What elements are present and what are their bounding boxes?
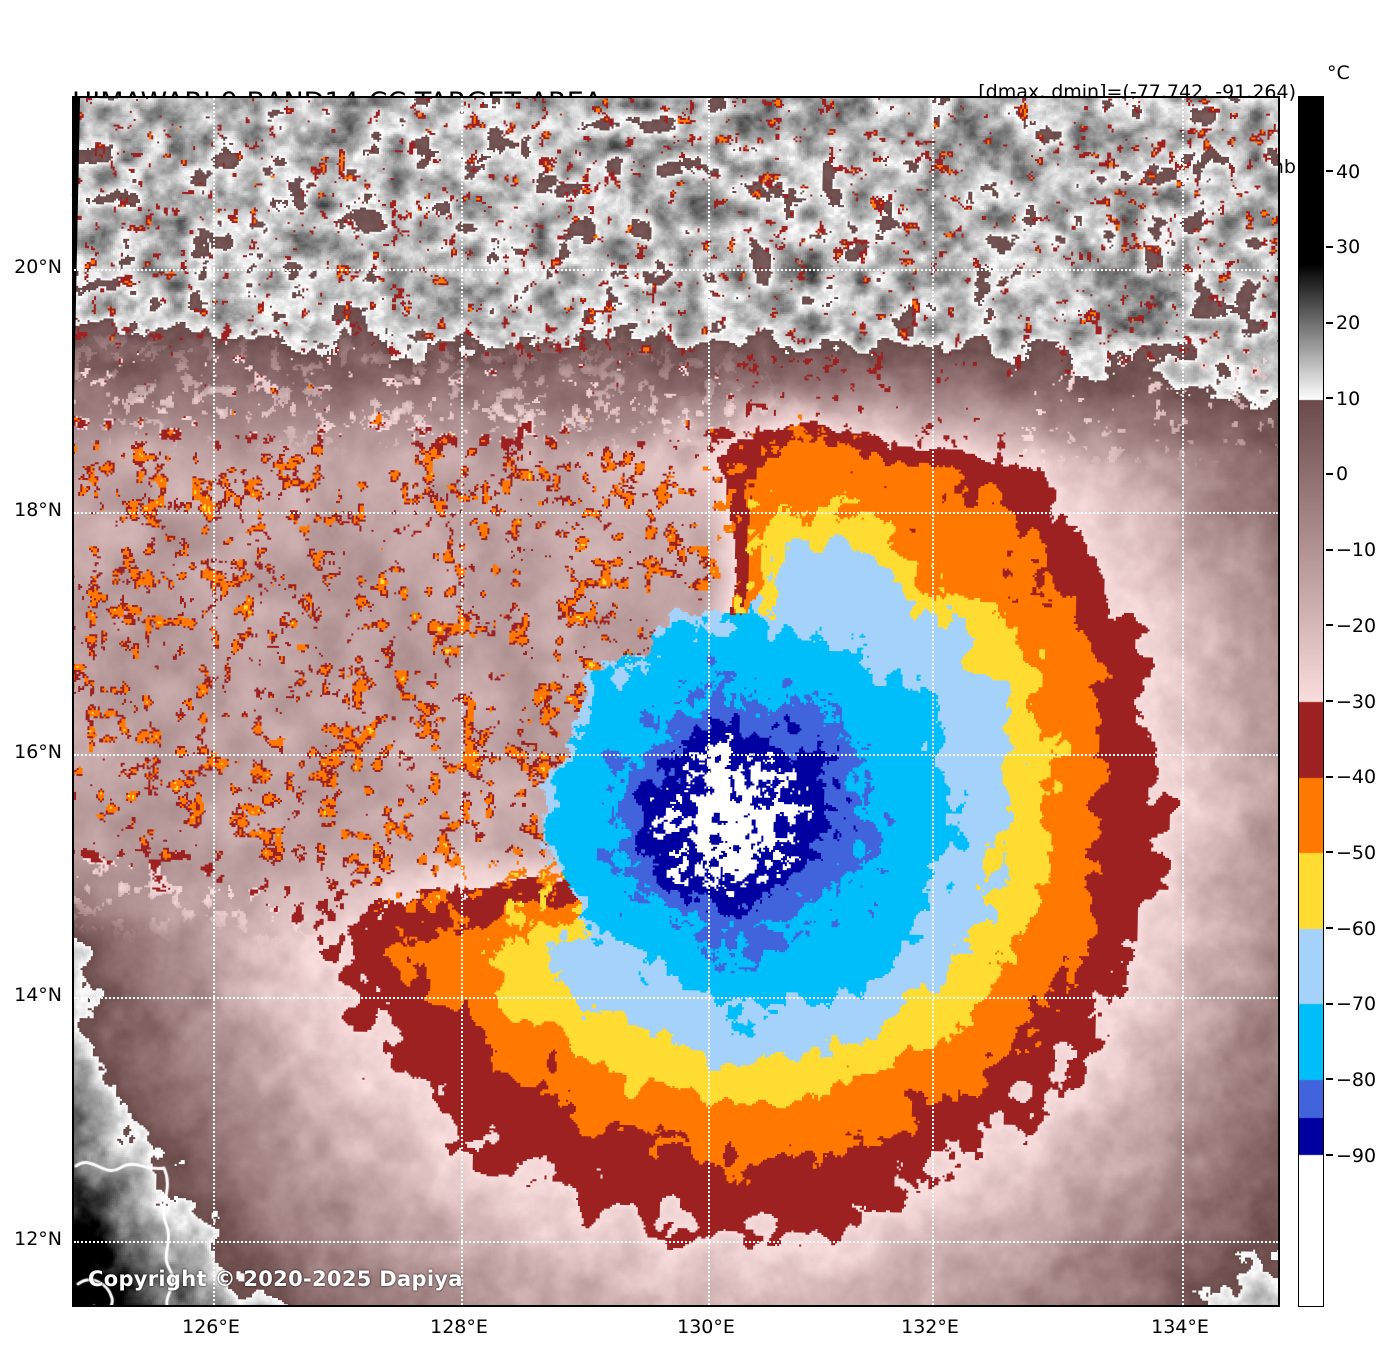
tick-mark-icon xyxy=(1326,700,1333,702)
colorbar-tick-label: −50 xyxy=(1336,841,1377,864)
colorbar-tick-label: 0 xyxy=(1336,463,1349,486)
lat-tick-14: 14°N xyxy=(14,984,62,1006)
lon-tick-126: 126°E xyxy=(182,1316,240,1338)
lat-tick-20: 20°N xyxy=(14,256,62,278)
colorbar-tick-0: 0 xyxy=(1326,463,1348,485)
tick-mark-icon xyxy=(1326,548,1333,551)
brightness-temperature-raster xyxy=(74,98,1278,1305)
tick-mark-icon xyxy=(1326,321,1333,324)
colorbar-tick-label: −10 xyxy=(1336,539,1377,562)
tick-mark-icon xyxy=(1326,397,1333,400)
colorbar-tick-label: −90 xyxy=(1336,1144,1377,1167)
colorbar-tick--20: −20 xyxy=(1326,615,1376,637)
tick-mark-icon xyxy=(1326,472,1333,475)
tick-mark-icon xyxy=(1326,1002,1333,1005)
lat-tick-18: 18°N xyxy=(14,499,62,521)
colorbar-tick--50: −50 xyxy=(1326,842,1376,864)
lon-tick-130: 130°E xyxy=(677,1316,735,1338)
tick-mark-icon xyxy=(1326,170,1333,173)
colorbar-tick-label: −30 xyxy=(1336,690,1377,713)
colorbar-tick--60: −60 xyxy=(1326,918,1376,940)
colorbar-tick--70: −70 xyxy=(1326,993,1376,1015)
tick-mark-icon xyxy=(1326,927,1333,930)
lon-tick-134: 134°E xyxy=(1151,1316,1209,1338)
colorbar-tick-label: −60 xyxy=(1336,917,1377,940)
colorbar-tick--90: −90 xyxy=(1326,1145,1376,1167)
temperature-colorbar[interactable] xyxy=(1298,96,1324,1307)
tick-mark-icon xyxy=(1326,245,1333,248)
tick-mark-icon xyxy=(1326,775,1333,778)
satellite-image-canvas xyxy=(74,98,1278,1305)
colorbar-tick-20: 20 xyxy=(1326,312,1360,334)
tick-mark-icon xyxy=(1326,624,1333,627)
lat-tick-12: 12°N xyxy=(14,1228,62,1250)
colorbar-tick-10: 10 xyxy=(1326,388,1360,410)
colorbar-tick-label: −20 xyxy=(1336,614,1377,637)
tick-mark-icon xyxy=(1326,1154,1333,1157)
colorbar-tick-label: −40 xyxy=(1336,766,1377,789)
lon-tick-128: 128°E xyxy=(430,1316,488,1338)
colorbar-tick-label: 40 xyxy=(1336,160,1361,183)
lat-tick-16: 16°N xyxy=(14,741,62,763)
colorbar-tick--80: −80 xyxy=(1326,1069,1376,1091)
satellite-plot-area[interactable]: Copyright © 2020-2025 Dapiya xyxy=(72,96,1280,1307)
tick-mark-icon xyxy=(1326,1078,1333,1081)
lon-tick-132: 132°E xyxy=(901,1316,959,1338)
copyright-notice: Copyright © 2020-2025 Dapiya xyxy=(88,1267,463,1291)
colorbar-tick--10: −10 xyxy=(1326,539,1376,561)
colorbar-unit-label: °C xyxy=(1327,62,1350,84)
colorbar-tick-label: 10 xyxy=(1336,387,1361,410)
colorbar-tick-label: −80 xyxy=(1336,1068,1377,1091)
colorbar-tick-label: −70 xyxy=(1336,993,1377,1016)
tick-mark-icon xyxy=(1326,851,1333,854)
colorbar-tick-30: 30 xyxy=(1326,236,1360,258)
colorbar-tick-label: 20 xyxy=(1336,312,1361,335)
colorbar-tick-40: 40 xyxy=(1326,161,1360,183)
colorbar-gradient xyxy=(1299,97,1323,1306)
colorbar-tick--30: −30 xyxy=(1326,691,1376,713)
colorbar-tick-label: 30 xyxy=(1336,236,1361,259)
colorbar-tick--40: −40 xyxy=(1326,766,1376,788)
